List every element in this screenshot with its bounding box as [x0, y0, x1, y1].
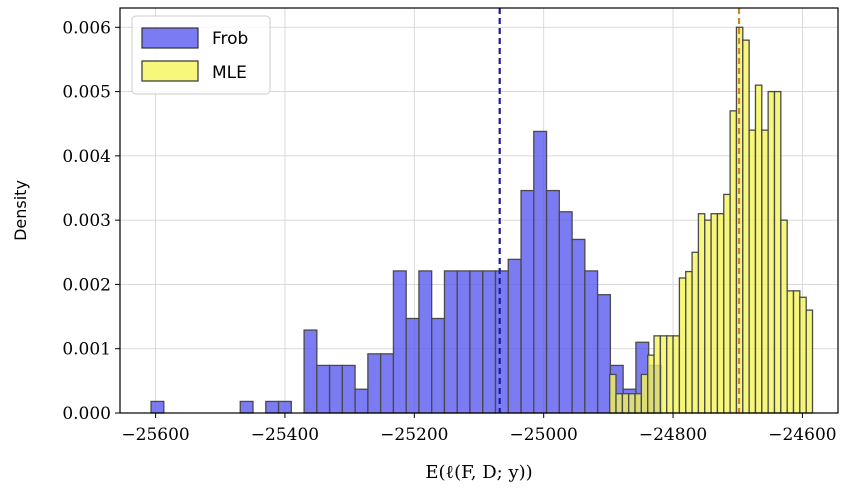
mle-bar-23 — [754, 84, 763, 414]
y-tick-label-6: 0.006 — [62, 18, 111, 38]
x-tick-label-2: −25200 — [380, 425, 448, 445]
mle-bar-17 — [716, 213, 725, 414]
frob-bar-5 — [316, 364, 331, 414]
mle-bars — [609, 26, 814, 414]
frob-bar-19 — [494, 270, 509, 414]
mle-bar-21 — [742, 39, 750, 414]
frob-bar-17 — [469, 270, 484, 414]
y-tick-label-1: 0.001 — [62, 340, 111, 360]
mle-bar-10 — [672, 335, 681, 414]
frob-bar-12 — [405, 317, 420, 414]
plot-frame — [119, 7, 839, 414]
mle-bar-11 — [678, 277, 687, 414]
mle-bar-22 — [748, 129, 757, 414]
frob-bar-14 — [431, 317, 446, 414]
legend-label-mle: MLE — [212, 63, 247, 83]
frob-bar-3 — [277, 400, 292, 414]
frob-bar-20 — [507, 258, 522, 414]
mle-bar-8 — [659, 335, 668, 414]
frob-bar-9 — [367, 353, 382, 414]
mle-bar-31 — [805, 309, 814, 414]
mle-bar-30 — [799, 296, 807, 414]
mean-lines — [498, 8, 741, 413]
mle-bar-7 — [653, 335, 662, 414]
frob-bar-13 — [418, 270, 433, 414]
frob-bar-26 — [584, 270, 599, 414]
mle-bar-25 — [767, 90, 776, 414]
frob-bar-6 — [328, 364, 343, 414]
mle-bar-19 — [729, 110, 738, 414]
mle-bar-18 — [723, 193, 731, 414]
frob-bar-22 — [533, 130, 548, 414]
legend-swatch-mle — [141, 60, 199, 82]
frob-bars — [150, 130, 663, 414]
x-axis-label: E(ℓ(F, D; y)) — [425, 462, 532, 483]
mle-bar-4 — [634, 393, 643, 414]
mle-bar-9 — [666, 335, 674, 414]
mle-bar-27 — [780, 219, 788, 414]
y-tick-label-5: 0.005 — [62, 83, 111, 103]
frob-bar-1 — [239, 400, 254, 414]
x-tick-label-0: −25600 — [121, 425, 189, 445]
frob-bar-8 — [354, 388, 369, 414]
mle-bar-16 — [710, 213, 719, 414]
mle-bar-6 — [647, 354, 655, 414]
mle-bar-26 — [773, 90, 782, 414]
frob-bar-23 — [545, 189, 560, 414]
mle-bar-3 — [628, 393, 636, 414]
x-tick-label-3: −25000 — [510, 425, 578, 445]
frob-bar-16 — [456, 270, 471, 414]
y-tick-label-3: 0.003 — [62, 211, 111, 231]
x-tick-label-5: −24600 — [768, 425, 836, 445]
mle-bar-24 — [761, 129, 769, 414]
frob-bar-11 — [392, 270, 407, 414]
mle-bar-13 — [691, 251, 700, 414]
legend-swatch-frob — [141, 27, 199, 49]
mle-bar-1 — [615, 393, 623, 414]
axis-ticks: −25600 −25400 −25200 −25000 −24800 −24600 0.00… — [62, 18, 836, 445]
y-tick-label-0: 0.000 — [62, 404, 111, 424]
y-tick-label-2: 0.002 — [62, 275, 111, 295]
frob-bar-25 — [571, 238, 586, 414]
y-axis-label: Density — [11, 180, 30, 241]
mle-bar-14 — [697, 213, 706, 414]
mle-bar-5 — [640, 373, 649, 414]
mle-bar-28 — [786, 290, 795, 414]
legend-label-frob: Frob — [212, 29, 248, 49]
frob-bar-10 — [379, 353, 395, 414]
mle-bar-29 — [792, 290, 801, 414]
frob-bar-24 — [558, 211, 573, 414]
mle-bar-2 — [621, 393, 630, 414]
frob-bar-4 — [303, 329, 318, 414]
legend: Frob MLE — [131, 15, 271, 95]
frob-bar-21 — [520, 189, 535, 414]
frob-bar-18 — [482, 270, 497, 414]
frob-bar-27 — [596, 294, 612, 414]
x-tick-label-4: −24800 — [639, 425, 707, 445]
frob-bar-7 — [341, 364, 356, 414]
frob-bar-15 — [443, 270, 458, 414]
frob-bar-2 — [265, 400, 280, 414]
mle-bar-15 — [704, 219, 712, 414]
x-tick-label-1: −25400 — [251, 425, 319, 445]
y-tick-label-4: 0.004 — [62, 147, 111, 167]
mle-bar-12 — [685, 270, 693, 414]
frob-bar-0 — [150, 400, 165, 414]
mle-bar-0 — [609, 373, 617, 414]
